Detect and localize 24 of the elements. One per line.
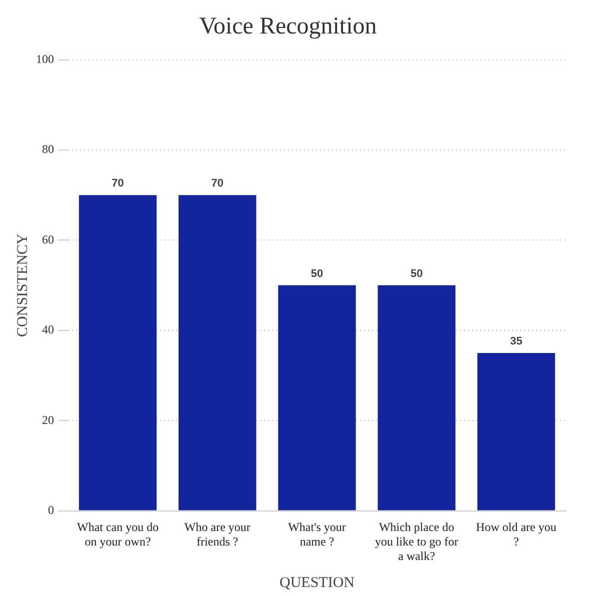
data-label: 35 xyxy=(510,335,522,348)
y-axis-title: CONSISTENCY xyxy=(14,233,31,337)
data-label: 50 xyxy=(410,268,423,280)
bar xyxy=(477,352,556,510)
bar xyxy=(278,285,356,510)
data-label: 70 xyxy=(112,178,124,190)
y-tick-label: 100 xyxy=(36,52,54,66)
x-tick-label: What's your name ? xyxy=(288,520,346,549)
bar xyxy=(378,285,456,510)
x-tick-label: What can you do on your own? xyxy=(76,520,159,549)
data-label: 70 xyxy=(211,178,224,190)
x-tick-label: How old are you ? xyxy=(476,520,556,549)
bar xyxy=(78,195,157,510)
y-tick-label: 80 xyxy=(42,142,54,156)
data-label: 50 xyxy=(310,268,324,280)
y-tick-label: 20 xyxy=(42,412,54,427)
bar xyxy=(178,195,256,510)
x-tick-label: Which place do you like to go for a walk? xyxy=(374,520,458,563)
y-tick-label: 60 xyxy=(42,232,54,246)
y-tick-label: 40 xyxy=(42,322,54,337)
y-tick-label: 0 xyxy=(48,502,54,517)
chart-title: Voice Recognition xyxy=(199,14,377,40)
x-axis-title: QUESTION xyxy=(280,574,355,591)
x-tick-label: Who are your friends ? xyxy=(184,520,250,549)
